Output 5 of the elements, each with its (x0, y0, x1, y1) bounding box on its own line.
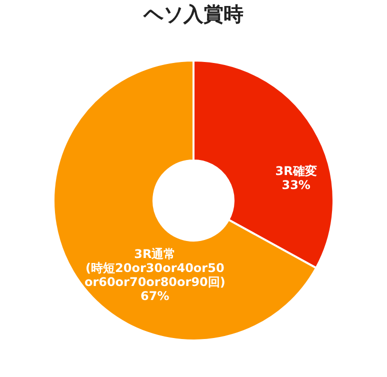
chart-title: ヘソ入賞時 (142, 2, 244, 26)
data-label: 67% (140, 289, 170, 304)
slice-label: 3R確変 (275, 164, 317, 178)
data-label: 33% (282, 178, 310, 192)
slice-label: 3R通常 (時短20or30or40or50 or60or70or80or90回) (84, 247, 226, 290)
